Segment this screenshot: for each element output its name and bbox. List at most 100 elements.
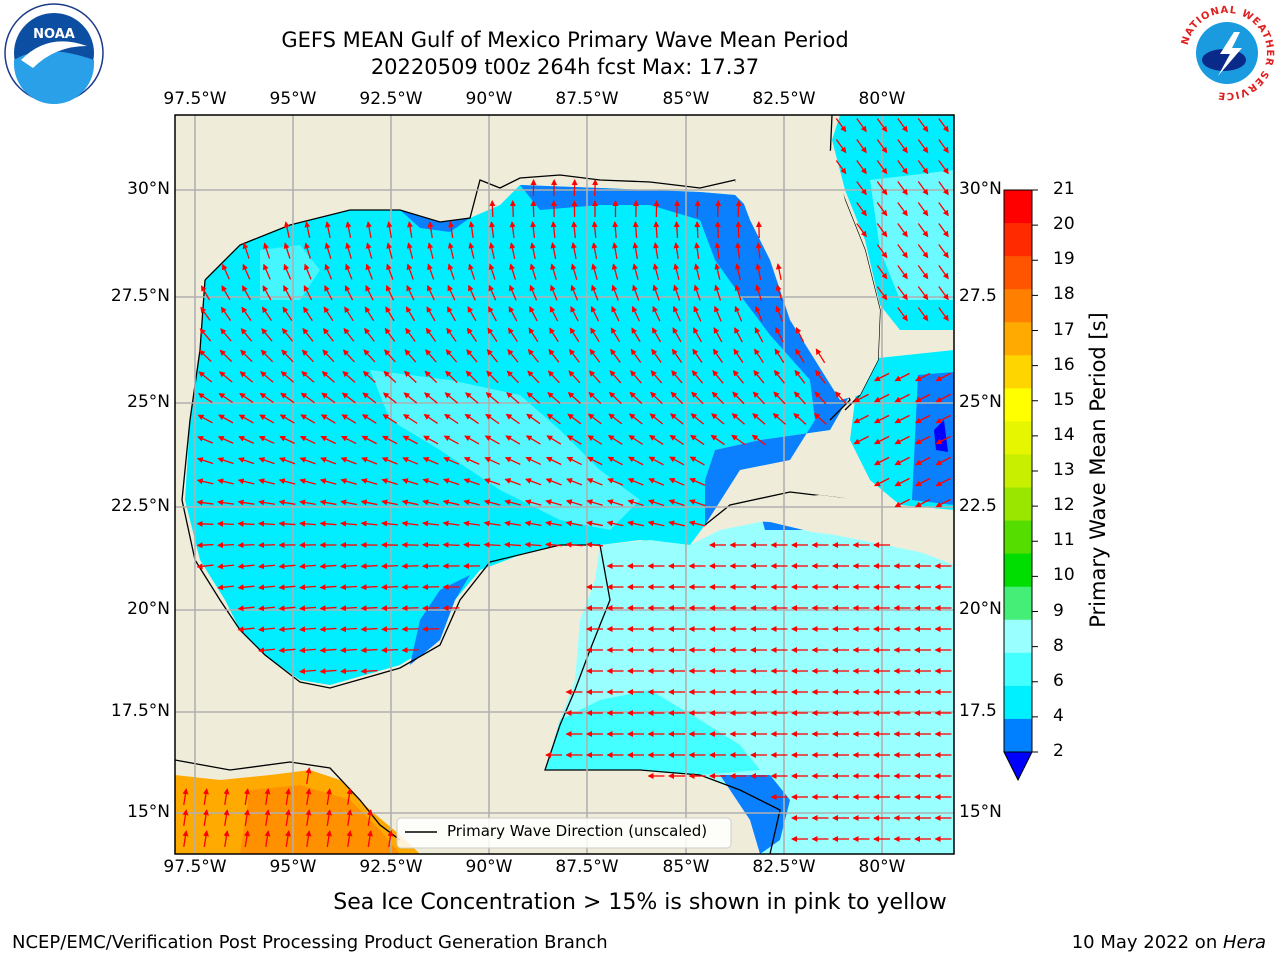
wave-arrow — [632, 284, 640, 301]
wave-arrow — [283, 221, 290, 238]
wave-arrow — [894, 393, 910, 403]
gulf-deep-band-east — [520, 185, 850, 525]
wave-arrow — [505, 413, 520, 425]
wave-arrow — [239, 371, 254, 383]
wave-arrow — [608, 413, 623, 425]
wave-arrow — [237, 605, 255, 612]
lon-tick-bottom: 97.5°W — [163, 857, 227, 877]
cuba-land — [720, 495, 954, 565]
wave-arrow — [303, 285, 313, 301]
wave-arrow — [550, 242, 557, 259]
wave-arrow — [196, 478, 214, 485]
wave-arrow — [772, 413, 786, 425]
wave-arrow — [322, 327, 334, 342]
wave-arrow — [935, 498, 951, 508]
wave-arrow — [486, 349, 499, 363]
lat-tick-right: 17.5 — [959, 701, 997, 721]
wave-arrow — [258, 436, 275, 444]
wave-arrow — [651, 348, 662, 363]
wave-arrow — [220, 328, 232, 342]
wave-arrow — [692, 348, 703, 363]
wave-arrow — [873, 372, 890, 382]
wave-arrow — [712, 348, 724, 363]
wave-arrow — [401, 626, 419, 633]
coast-central-america — [175, 759, 401, 841]
wave-arrow — [381, 478, 398, 485]
wave-arrow — [873, 456, 890, 466]
wave-arrow — [365, 284, 374, 301]
wave-arrow — [403, 392, 418, 404]
wave-arrow — [466, 327, 478, 342]
wave-arrow — [735, 242, 742, 260]
map-frame — [174, 114, 955, 855]
colorbar — [1003, 189, 1038, 782]
wave-arrow — [222, 263, 230, 280]
wave-arrow — [196, 563, 214, 570]
wave-arrow — [873, 477, 890, 487]
wave-arrow — [894, 372, 910, 382]
wave-arrow — [650, 391, 663, 405]
wave-arrow — [385, 306, 395, 322]
wave-arrow — [876, 139, 888, 154]
wave-arrow — [529, 263, 537, 280]
gulf-deep-band-campeche — [410, 575, 470, 665]
colorbar-segment — [1004, 322, 1032, 356]
colorbar-segment — [1004, 685, 1032, 720]
noaa-logo: NOAA — [4, 3, 104, 104]
wave-arrow — [360, 584, 378, 591]
pacific-orange — [240, 785, 400, 854]
wave-arrow — [281, 327, 294, 342]
wave-arrow — [365, 263, 373, 280]
wave-arrow — [299, 647, 317, 654]
wave-arrow — [917, 307, 929, 322]
wave-arrow — [752, 413, 766, 425]
wave-arrow — [299, 584, 317, 591]
wave-arrow — [199, 328, 212, 342]
wave-arrow — [401, 647, 419, 654]
wave-arrow — [714, 284, 722, 301]
colorbar-tick-label: 16 — [1053, 354, 1075, 375]
wave-arrow — [463, 457, 480, 465]
wave-arrow — [319, 520, 337, 527]
wave-arrow — [483, 541, 501, 548]
wave-arrow — [508, 327, 518, 343]
wave-arrow — [447, 242, 455, 259]
wave-arrow — [524, 499, 542, 506]
wave-arrow — [835, 391, 847, 405]
wave-arrow — [914, 414, 931, 424]
wave-arrow — [244, 809, 250, 827]
wave-arrow — [711, 391, 725, 405]
wave-arrow — [586, 499, 603, 506]
wave-arrow — [526, 413, 541, 425]
wave-arrow — [610, 348, 621, 363]
wave-arrow — [200, 285, 211, 301]
wave-arrow — [527, 348, 539, 363]
wave-arrow — [387, 830, 394, 848]
wave-arrow — [527, 370, 540, 384]
wave-arrow — [590, 327, 600, 343]
wave-arrow — [468, 284, 476, 301]
wave-arrow — [345, 221, 352, 238]
colorbar-segment — [1004, 718, 1032, 753]
wave-arrow — [652, 305, 661, 322]
wave-arrow — [217, 563, 235, 570]
wave-arrow — [422, 478, 439, 486]
wave-arrow — [673, 221, 680, 239]
wave-arrow — [627, 520, 644, 527]
wave-arrow — [285, 809, 291, 827]
wave-arrow — [342, 370, 356, 383]
wave-arrow — [628, 435, 644, 445]
wave-arrow — [710, 434, 725, 446]
wave-arrow — [283, 263, 292, 280]
wave-arrow — [693, 305, 702, 322]
wave-arrow — [258, 605, 276, 612]
wave-arrow — [405, 306, 416, 322]
wave-arrow — [468, 242, 475, 259]
wave-arrow — [384, 327, 396, 342]
wave-arrow — [278, 520, 296, 527]
wave-arrow — [526, 392, 540, 404]
gulf-light-patch — [370, 370, 640, 530]
wave-arrow — [341, 392, 356, 404]
wave-arrow — [360, 647, 378, 654]
wave-arrow — [258, 563, 276, 570]
